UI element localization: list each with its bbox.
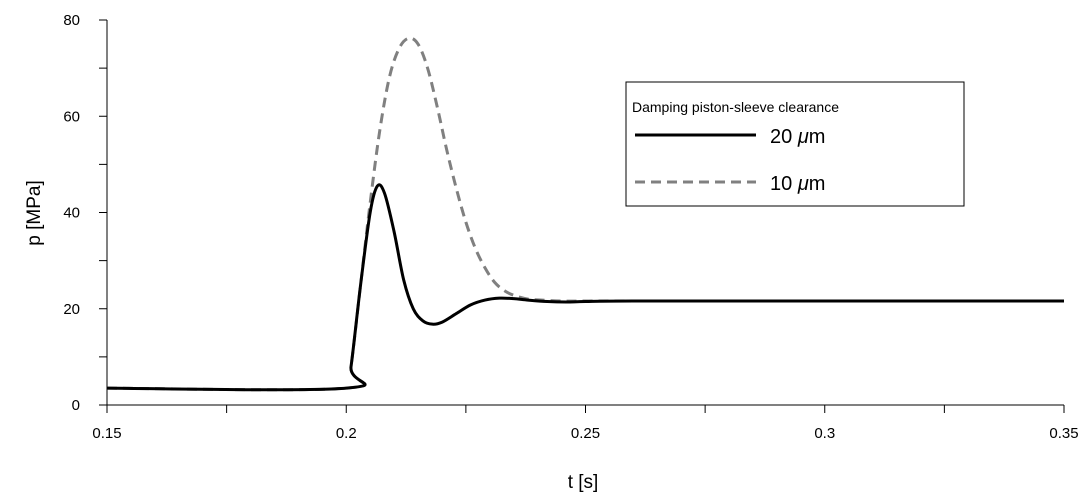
y-tick-label: 40	[63, 205, 80, 222]
x-tick-label: 0.35	[1049, 425, 1078, 442]
y-axis-label: p [MPa]	[24, 180, 45, 245]
y-tick-label: 60	[63, 108, 80, 125]
legend-title: Damping piston-sleeve clearance	[632, 99, 839, 115]
x-tick-label: 0.25	[571, 425, 600, 442]
legend-label-10um: 10 μm	[770, 173, 825, 195]
legend-box	[625, 81, 965, 207]
series-line-20um	[106, 183, 1064, 392]
x-tick-label: 0.3	[814, 425, 835, 442]
plot-frame	[106, 20, 1064, 406]
legend-label-20um: 20 μm	[770, 126, 825, 148]
x-axis-ticks: 0.15 0.2 0.25 0.3 0.35	[92, 405, 1079, 442]
y-tick-label: 20	[63, 301, 80, 318]
x-tick-label: 0.2	[336, 425, 357, 442]
y-tick-label: 0	[72, 397, 80, 414]
x-tick-label: 0.15	[92, 425, 121, 442]
y-tick-label: 80	[63, 12, 80, 29]
series-layer	[106, 36, 1064, 392]
legend: Damping piston-sleeve clearance 20 μm 10…	[625, 81, 965, 207]
x-axis-label: t [s]	[568, 472, 599, 493]
y-axis-ticks: 0 20 40 60 80	[63, 12, 107, 414]
